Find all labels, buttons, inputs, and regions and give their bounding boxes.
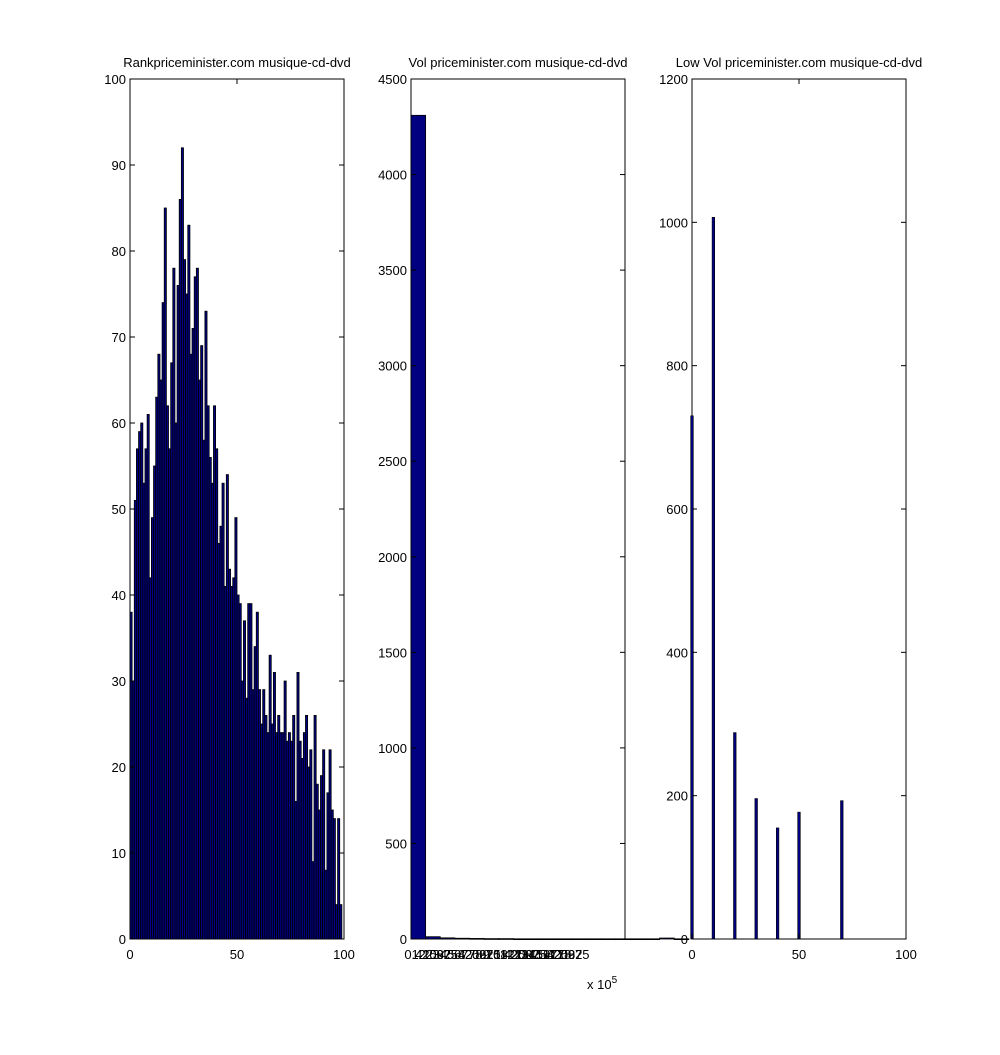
x-tick-label: 0 — [126, 947, 133, 962]
histogram-bar — [455, 938, 470, 939]
y-tick-label: 2000 — [378, 550, 407, 565]
y-tick-label: 0 — [681, 932, 688, 947]
y-tick-label: 3000 — [378, 359, 407, 374]
histogram-bar — [691, 416, 694, 939]
histogram-bar — [712, 217, 715, 939]
y-tick-label: 1000 — [659, 215, 688, 230]
y-tick-label: 3500 — [378, 263, 407, 278]
histogram-bar — [776, 828, 779, 939]
volume-chart-title: Vol priceminister.com musique-cd-dvd — [409, 55, 628, 70]
histogram-bar — [841, 801, 844, 939]
histogram-bar — [755, 799, 758, 939]
y-tick-label: 800 — [666, 359, 688, 374]
volume-x-exponent-label: x 105 — [587, 975, 618, 992]
x-tick-label: 100 — [333, 947, 355, 962]
x-tick-label: 0 — [688, 947, 695, 962]
histogram-bar — [440, 938, 455, 939]
histogram-bar — [630, 939, 645, 940]
x-tick-label: 18.75 — [557, 947, 590, 962]
y-tick-label: 500 — [385, 836, 407, 851]
y-tick-label: 4000 — [378, 168, 407, 183]
histogram-bar — [586, 939, 601, 940]
y-tick-label: 80 — [112, 244, 126, 259]
low-volume-chart-title: Low Vol priceminister.com musique-cd-dvd — [676, 55, 922, 70]
y-tick-label: 1200 — [659, 72, 688, 87]
x-tick-label: 50 — [230, 947, 244, 962]
histogram-bar — [499, 939, 514, 940]
y-tick-label: 50 — [112, 502, 126, 517]
y-tick-label: 600 — [666, 502, 688, 517]
y-tick-label: 10 — [112, 846, 126, 861]
histogram-bar — [513, 939, 528, 940]
y-tick-label: 90 — [112, 158, 126, 173]
volume-x-ticks: 0.411.252.082.923.754.585.426.257.087.92… — [404, 947, 589, 962]
histogram-bar — [660, 938, 675, 939]
y-tick-label: 400 — [666, 645, 688, 660]
volume-x-exponent-base: x 10 — [587, 977, 612, 992]
y-tick-label: 200 — [666, 789, 688, 804]
x-tick-label: 50 — [792, 947, 806, 962]
histogram-bar — [798, 812, 801, 939]
volume-x-exponent-power: 5 — [612, 975, 618, 986]
histogram-bar — [734, 733, 737, 939]
rank-chart-title: Rankpriceminister.com musique-cd-dvd — [123, 55, 351, 70]
y-tick-label: 2500 — [378, 454, 407, 469]
low-volume-histogram-subplot: 0 200 400 600 800 1000 1200 0 50 100 Low Vol pri… — [659, 55, 922, 962]
y-tick-label: 0 — [119, 932, 126, 947]
volume-plot-area — [411, 79, 625, 939]
histogram-bar — [645, 939, 660, 940]
y-tick-label: 1500 — [378, 645, 407, 660]
histogram-bar — [601, 939, 616, 940]
x-tick-label: 100 — [895, 947, 917, 962]
rank-histogram-subplot: 0 10 20 30 40 50 60 70 80 90 100 0 50 100 Rankpricem… — [104, 55, 355, 962]
histogram-bar — [543, 939, 558, 940]
y-tick-label: 4500 — [378, 72, 407, 87]
histogram-bar — [340, 905, 342, 939]
histogram-bar — [484, 939, 499, 940]
y-tick-label: 70 — [112, 330, 126, 345]
histogram-bar — [411, 115, 426, 939]
histogram-bar — [426, 937, 441, 939]
y-tick-label: 20 — [112, 760, 126, 775]
y-tick-label: 60 — [112, 416, 126, 431]
y-tick-label: 1000 — [378, 741, 407, 756]
y-tick-label: 30 — [112, 674, 126, 689]
histogram-bar — [469, 938, 484, 939]
low-volume-plot-area — [692, 79, 906, 939]
histogram-bar — [557, 939, 572, 940]
y-tick-label: 40 — [112, 588, 126, 603]
y-tick-label: 0 — [400, 932, 407, 947]
histogram-bar — [528, 939, 543, 940]
y-tick-label: 100 — [104, 72, 126, 87]
histogram-bar — [572, 939, 587, 940]
